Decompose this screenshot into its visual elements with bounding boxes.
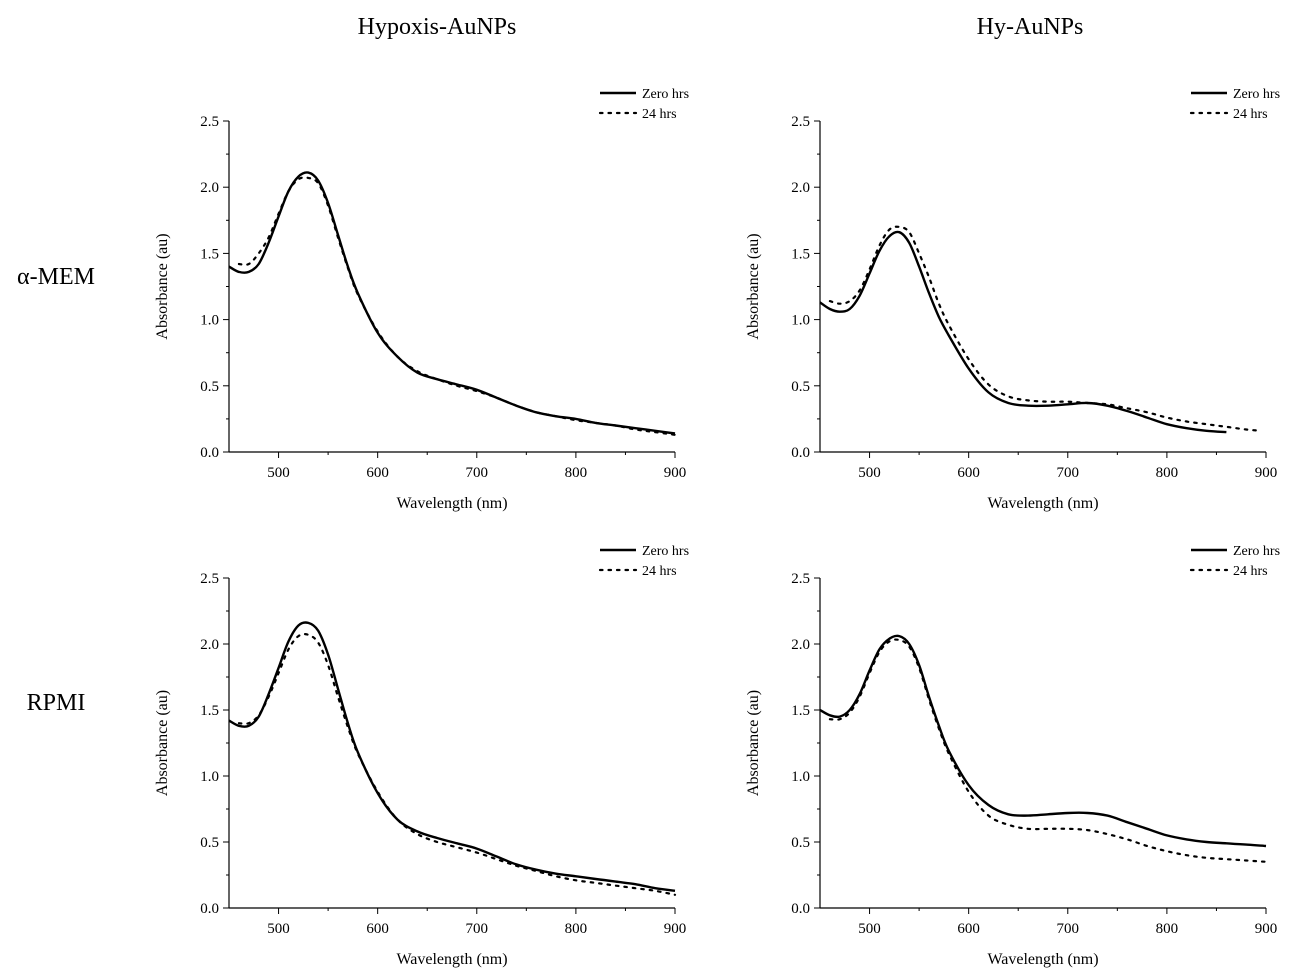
y-tick-label: 2.5 — [200, 571, 219, 587]
y-tick-label: 2.5 — [791, 571, 810, 587]
y-tick-label: 1.5 — [200, 703, 219, 719]
series-line-24-hrs — [828, 638, 1268, 863]
x-tick-label: 900 — [1255, 921, 1278, 937]
legend-label: 24 hrs — [642, 564, 677, 579]
x-tick-label: 900 — [664, 465, 687, 481]
x-tick-label: 500 — [858, 921, 881, 937]
x-tick-label: 500 — [267, 921, 290, 937]
legend-label: Zero hrs — [1233, 544, 1280, 559]
x-tick-label: 600 — [366, 465, 389, 481]
y-tick-label: 1.5 — [200, 246, 219, 262]
x-tick-label: 600 — [957, 465, 980, 481]
y-tick-label: 2.5 — [791, 114, 810, 130]
y-tick-label: 0.5 — [200, 379, 219, 395]
x-tick-label: 700 — [466, 921, 489, 937]
x-axis-label: Wavelength (nm) — [396, 951, 507, 968]
series-line-24-hrs — [828, 225, 1263, 432]
row-label-top: α-MEM — [17, 264, 95, 290]
series-line-24-hrs — [237, 632, 677, 896]
x-tick-label: 700 — [466, 465, 489, 481]
x-tick-label: 700 — [1057, 465, 1080, 481]
y-tick-label: 2.0 — [200, 637, 219, 653]
y-tick-label: 0.0 — [791, 445, 810, 461]
y-tick-label: 1.5 — [791, 246, 810, 262]
series-line-zero-hrs — [228, 171, 676, 435]
x-tick-label: 700 — [1057, 921, 1080, 937]
column-header-right: Hy-AuNPs — [977, 14, 1084, 40]
legend-label: Zero hrs — [1233, 87, 1280, 102]
chart-panel-4: 0.0 0.5 1.0 1.5 2.0 2.5 500 600 700 800 900 Wavelen… — [745, 544, 1280, 968]
y-tick-label: 1.0 — [200, 313, 219, 329]
legend-label: 24 hrs — [1233, 564, 1268, 579]
x-tick-label: 800 — [565, 465, 588, 481]
x-axis-label: Wavelength (nm) — [987, 495, 1098, 512]
x-tick-label: 900 — [664, 921, 687, 937]
y-tick-label: 0.5 — [791, 835, 810, 851]
x-tick-label: 600 — [957, 921, 980, 937]
y-tick-label: 1.5 — [791, 703, 810, 719]
chart-panel-2: 0.0 0.5 1.0 1.5 2.0 2.5 500 600 700 800 900 Wavelen… — [745, 87, 1280, 512]
x-tick-label: 800 — [565, 921, 588, 937]
series-line-zero-hrs — [819, 634, 1267, 848]
y-tick-label: 0.0 — [200, 901, 219, 917]
y-tick-label: 0.0 — [200, 445, 219, 461]
y-axis-label: Absorbance (au) — [154, 233, 171, 339]
y-axis-label: Absorbance (au) — [154, 690, 171, 796]
legend-label: 24 hrs — [1233, 107, 1268, 122]
x-axis-label: Wavelength (nm) — [396, 495, 507, 512]
chart-panel-3: 0.0 0.5 1.0 1.5 2.0 2.5 500 600 700 800 900 Wavelen… — [154, 544, 689, 968]
y-tick-label: 2.0 — [791, 180, 810, 196]
row-label-bottom: RPMI — [27, 690, 86, 716]
y-axis-label: Absorbance (au) — [745, 233, 762, 339]
y-tick-label: 1.0 — [200, 769, 219, 785]
x-axis-label: Wavelength (nm) — [987, 951, 1098, 968]
y-tick-label: 2.0 — [200, 180, 219, 196]
y-tick-label: 1.0 — [791, 313, 810, 329]
x-tick-label: 900 — [1255, 465, 1278, 481]
y-tick-label: 1.0 — [791, 769, 810, 785]
x-tick-label: 600 — [366, 921, 389, 937]
x-tick-label: 500 — [267, 465, 290, 481]
y-tick-label: 2.0 — [791, 637, 810, 653]
y-tick-label: 0.5 — [200, 835, 219, 851]
series-line-24-hrs — [237, 176, 677, 436]
column-header-left: Hypoxis-AuNPs — [358, 14, 517, 40]
y-tick-label: 2.5 — [200, 114, 219, 130]
y-tick-label: 0.0 — [791, 901, 810, 917]
chart-panel-1: 0.0 0.5 1.0 1.5 2.0 2.5 500 600 700 800 900 Wavelen… — [154, 87, 689, 512]
legend-label: Zero hrs — [642, 544, 689, 559]
x-tick-label: 800 — [1156, 921, 1179, 937]
legend-label: 24 hrs — [642, 107, 677, 122]
x-tick-label: 500 — [858, 465, 881, 481]
series-line-zero-hrs — [228, 621, 676, 892]
y-axis-label: Absorbance (au) — [745, 690, 762, 796]
series-line-zero-hrs — [819, 230, 1227, 434]
y-tick-label: 0.5 — [791, 379, 810, 395]
legend-label: Zero hrs — [642, 87, 689, 102]
x-tick-label: 800 — [1156, 465, 1179, 481]
